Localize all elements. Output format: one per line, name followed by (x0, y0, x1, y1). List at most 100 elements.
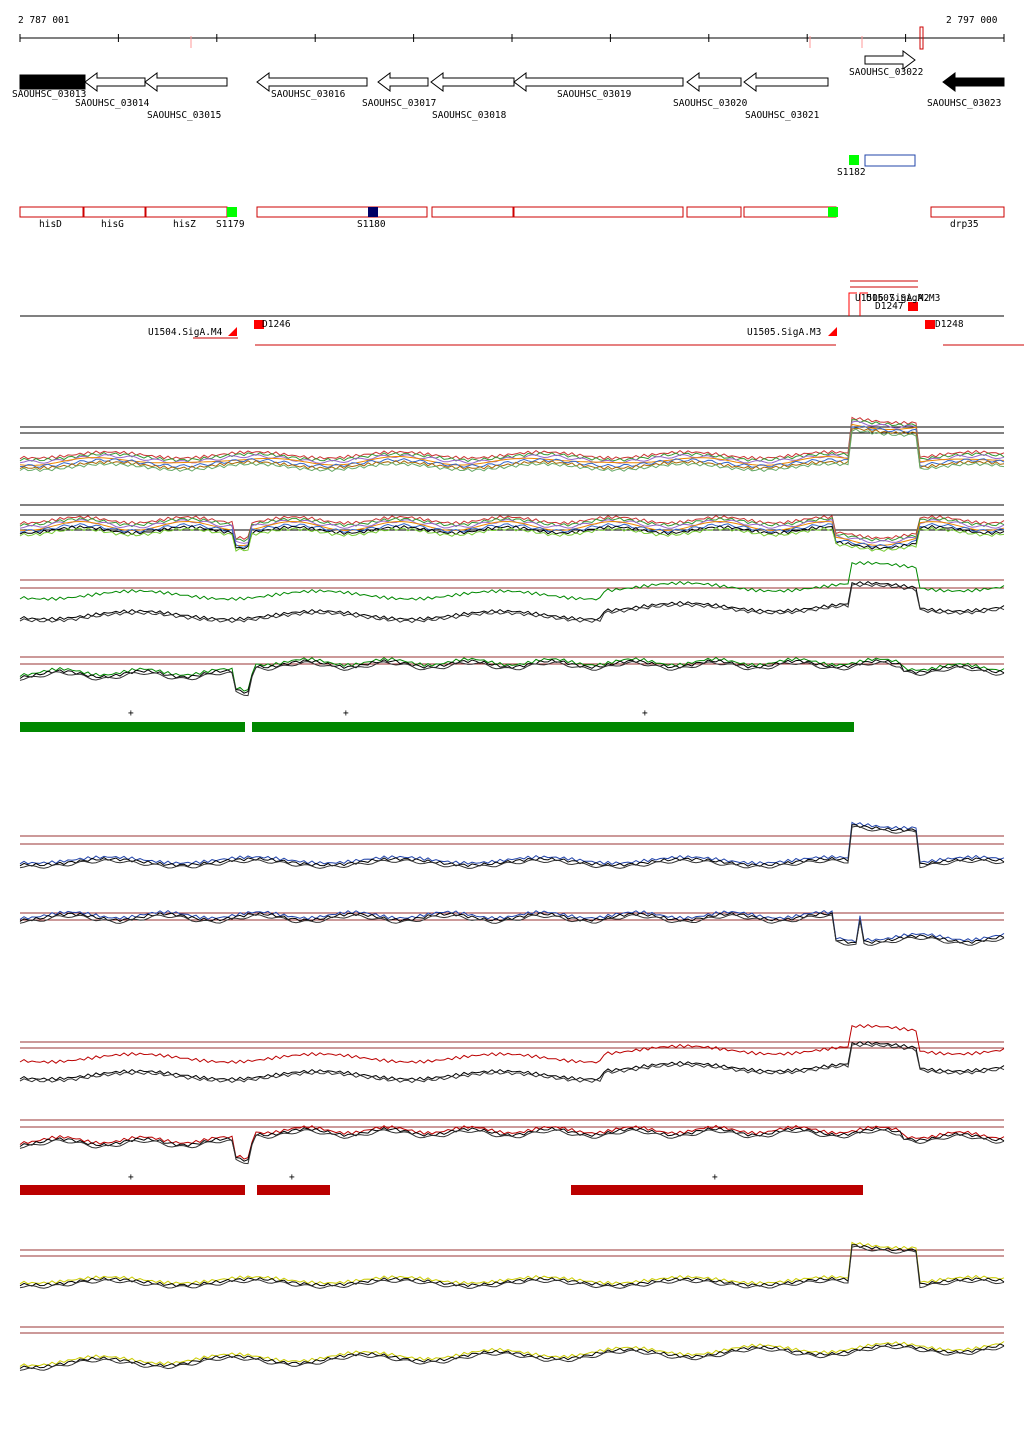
signal-line (19, 416, 1005, 461)
promoter-label: U1507.SigA.M3 (866, 293, 940, 304)
signal-line (19, 520, 1005, 547)
gene-arrow (144, 72, 228, 92)
signal-line (19, 1345, 1005, 1371)
gene-label: SAOUHSC_03019 (557, 89, 632, 100)
feature-mark (849, 155, 859, 165)
gene-label: SAOUHSC_03013 (12, 89, 86, 100)
gene-arrow (84, 72, 146, 92)
feature-mark (368, 207, 378, 217)
signal-line (19, 1241, 1005, 1286)
segment-mark: + (289, 1172, 295, 1183)
feature-box (431, 206, 514, 218)
feature-label: hisG (101, 219, 124, 230)
gene-label: SAOUHSC_03016 (271, 89, 346, 100)
signal-line (19, 580, 1005, 621)
feature-label: S1180 (357, 219, 386, 230)
signal-line (19, 1023, 1005, 1064)
feature-label: hisZ (173, 219, 196, 230)
promoter-mark (254, 320, 264, 329)
segment-mark: + (712, 1172, 718, 1183)
promoter-label: D1248 (935, 319, 964, 330)
gene-label: SAOUHSC_03017 (362, 98, 436, 109)
signal-line (19, 821, 1005, 866)
segment-mark: + (128, 708, 134, 719)
promoter-label: D1246 (262, 319, 291, 330)
signal-line (19, 1341, 1005, 1367)
feature-box (145, 206, 228, 218)
gene-label: SAOUHSC_03020 (673, 98, 748, 109)
feature-box (513, 206, 684, 218)
feature-label: S1182 (837, 167, 866, 178)
feature-box (930, 206, 1005, 218)
promoter-mark (925, 320, 935, 329)
gene-arrow (430, 72, 515, 92)
segment-bar (20, 722, 245, 732)
signal-line (19, 423, 1005, 466)
feature-mark (227, 207, 237, 217)
signal-line (19, 583, 1005, 624)
ruler-flag (919, 26, 924, 50)
feature-box (686, 206, 742, 218)
signal-line (19, 1244, 1005, 1288)
feature-label: drp35 (950, 219, 979, 230)
feature-box (864, 154, 916, 167)
signal-line (19, 428, 1005, 472)
ruler-start: 2 787 001 (18, 15, 70, 26)
signal-line (19, 825, 1005, 869)
feature-box (256, 206, 428, 218)
signal-line (19, 824, 1005, 868)
signal-line (19, 1040, 1005, 1081)
signal-line (19, 909, 1005, 944)
segment-bar (571, 1185, 863, 1195)
segment-bar (20, 1185, 245, 1195)
promoter-mark (859, 292, 868, 316)
gene-label: SAOUHSC_03014 (75, 98, 150, 109)
promoter-mark (908, 302, 918, 311)
signal-line (19, 660, 1005, 697)
gene-label: SAOUHSC_03015 (147, 110, 221, 121)
signal-line (19, 1245, 1005, 1289)
feature-label: S1179 (216, 219, 245, 230)
promoter-mark (848, 292, 857, 316)
gene-label: SAOUHSC_03022 (849, 67, 923, 78)
gene-arrow (19, 74, 86, 90)
feature-box (83, 206, 146, 218)
signal-line (19, 913, 1005, 946)
feature-box (19, 206, 84, 218)
promoter-label: U1505.SigA.M3 (747, 327, 821, 338)
signal-line (19, 425, 1005, 469)
segment-bar (252, 722, 854, 732)
signal-line (19, 518, 1005, 544)
signal-line (19, 656, 1005, 692)
feature-mark (828, 207, 838, 217)
gene-arrow (942, 72, 1005, 92)
segment-mark: + (128, 1172, 134, 1183)
signal-line (19, 1124, 1005, 1160)
gene-arrow (864, 50, 916, 70)
signal-line (19, 514, 1005, 541)
feature-box (743, 206, 837, 218)
promoter-label: U1506.SigA.M2 (855, 293, 929, 304)
signal-line (19, 1043, 1005, 1084)
promoter-label: D1247 (875, 301, 904, 312)
feature-label: hisD (39, 219, 62, 230)
segment-mark: + (642, 708, 648, 719)
signal-line (19, 420, 1005, 464)
signal-line (19, 560, 1005, 601)
gene-arrow (513, 72, 684, 92)
gene-arrow (743, 72, 829, 92)
segment-mark: + (343, 708, 349, 719)
signal-line (19, 522, 1005, 548)
gene-arrow (377, 72, 429, 92)
promoter-label: U1504.SigA.M4 (148, 327, 223, 338)
signal-line (19, 419, 1005, 463)
gene-label: SAOUHSC_03021 (745, 110, 820, 121)
signal-line (19, 1343, 1005, 1370)
signal-line (19, 1128, 1005, 1165)
ruler-end: 2 797 000 (946, 15, 998, 26)
promoter-mark (828, 327, 837, 336)
signal-line (19, 526, 1005, 552)
gene-arrow (256, 72, 368, 92)
